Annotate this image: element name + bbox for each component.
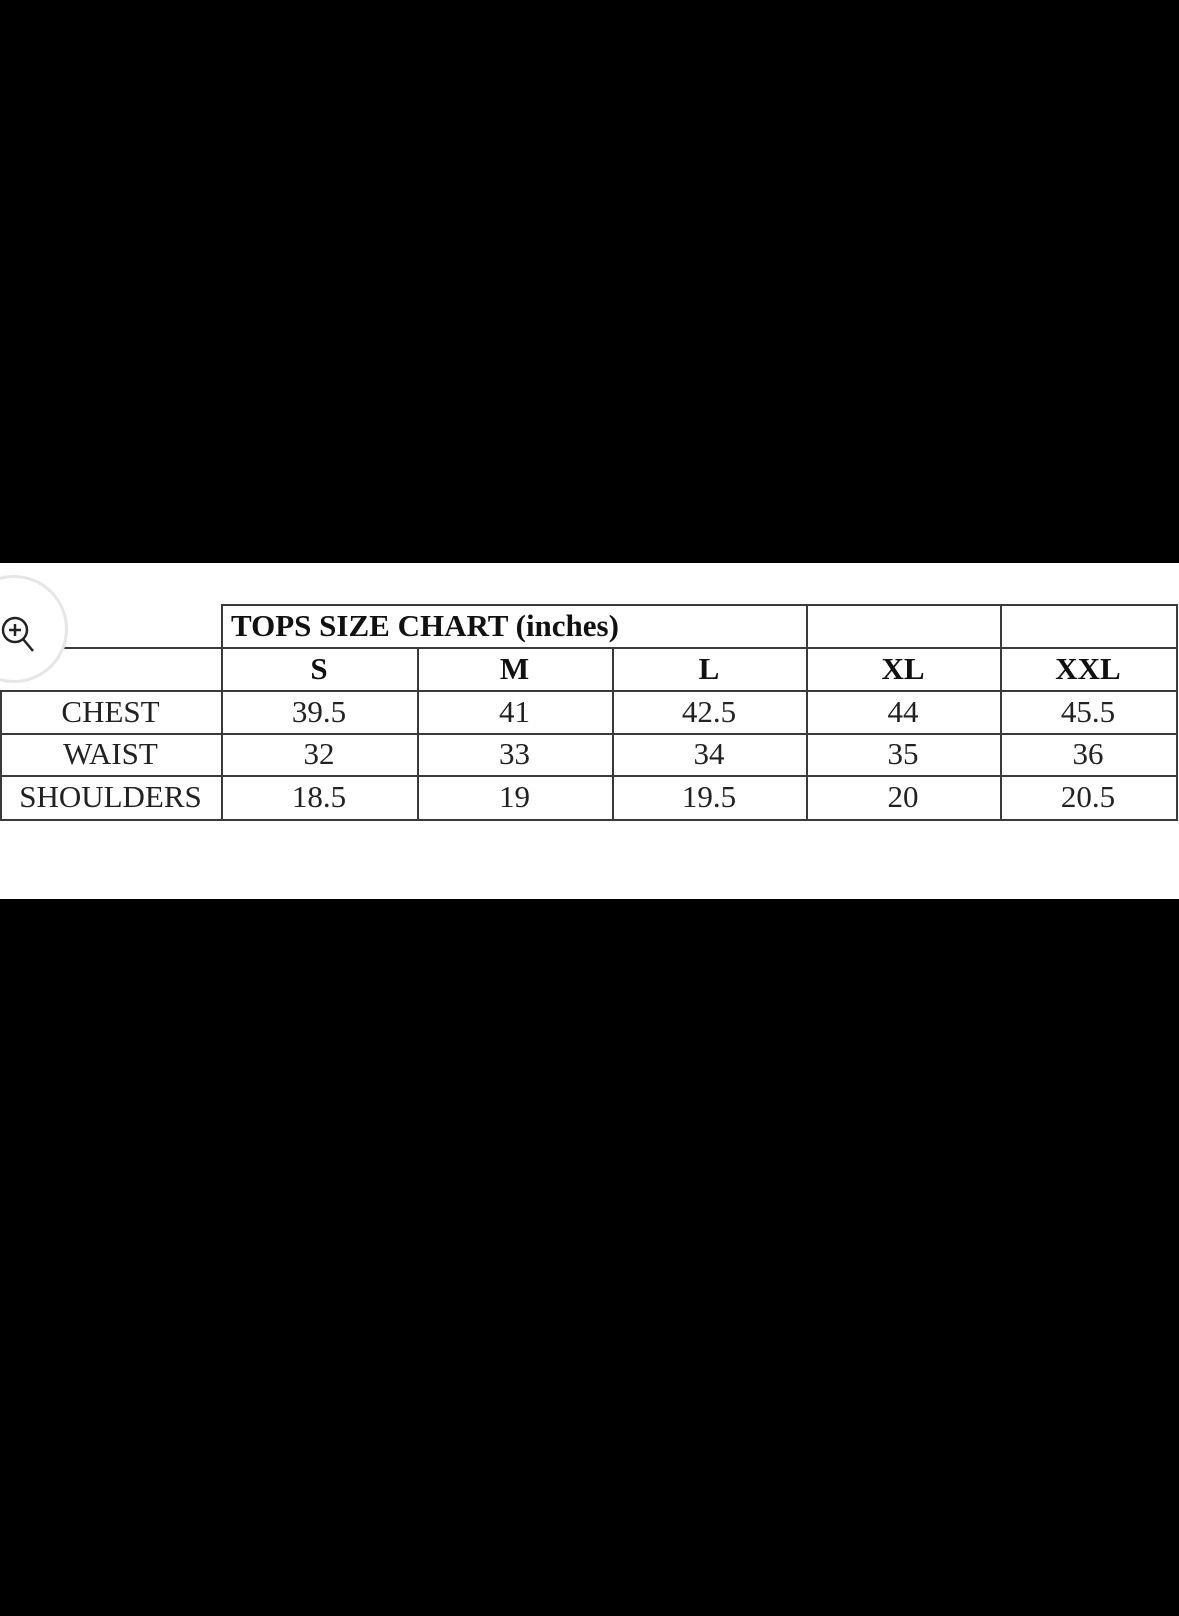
table-border xyxy=(417,647,419,821)
zoom-in-icon xyxy=(1,616,34,652)
size-header-s: S xyxy=(310,650,328,686)
table-cell: 20 xyxy=(887,779,919,814)
row-label-shoulders: SHOULDERS xyxy=(19,779,202,814)
table-cell: 19.5 xyxy=(681,779,737,814)
size-header-xxl: XXL xyxy=(1055,650,1121,686)
size-header-m: M xyxy=(499,650,530,686)
table-cell: 45.5 xyxy=(1060,693,1116,729)
table-cell: 44 xyxy=(887,693,919,729)
table-border xyxy=(0,647,1178,649)
table-title: TOPS SIZE CHART (inches) xyxy=(231,607,619,643)
table-cell: 20.5 xyxy=(1060,779,1116,814)
table-border xyxy=(0,819,1178,821)
zoom-in-button[interactable] xyxy=(0,575,68,683)
table-cell: 32 xyxy=(303,736,335,771)
table-cell: 18.5 xyxy=(291,779,347,814)
table-border xyxy=(0,775,1178,777)
table-border xyxy=(0,690,1178,692)
table-border xyxy=(1000,604,1002,821)
size-header-l: L xyxy=(698,650,720,686)
table-border xyxy=(612,647,614,821)
table-cell: 36 xyxy=(1072,736,1104,771)
table-cell: 34 xyxy=(693,736,725,771)
table-cell: 39.5 xyxy=(291,693,347,729)
table-border xyxy=(221,604,1176,606)
size-chart-image: TOPS SIZE CHART (inches) S M L XL XXL CHEST 39.… xyxy=(0,563,1179,899)
table-border xyxy=(0,690,2,821)
table-border xyxy=(0,733,1178,735)
table-cell: 19 xyxy=(499,779,530,814)
table-cell: 41 xyxy=(499,693,530,729)
table-cell: 35 xyxy=(887,736,919,771)
table-cell: 42.5 xyxy=(681,693,737,729)
table-border xyxy=(221,604,223,821)
row-label-waist: WAIST xyxy=(63,736,158,771)
table-border xyxy=(1176,604,1178,821)
size-header-xl: XL xyxy=(881,650,925,686)
row-label-chest: CHEST xyxy=(61,693,160,729)
table-border xyxy=(806,604,808,821)
table-cell: 33 xyxy=(499,736,530,771)
